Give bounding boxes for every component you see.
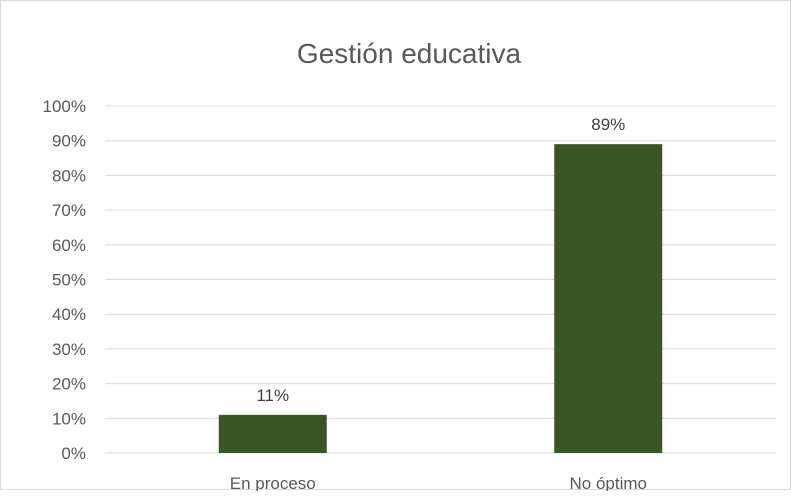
y-tick-label: 50% [52,271,86,290]
y-tick-label: 40% [52,305,86,324]
y-tick-label: 30% [52,340,86,359]
y-tick-label: 0% [61,444,86,463]
x-tick-label: No óptimo [570,474,647,491]
y-tick-label: 20% [52,375,86,394]
data-label: 11% [256,386,289,405]
y-tick-label: 100% [43,97,86,116]
bar [554,144,663,454]
data-labels: 11% 89% [256,115,625,405]
y-tick-label: 10% [52,409,86,428]
x-tick-label: En proceso [230,474,316,491]
chart-title: Gestión educativa [297,38,522,69]
y-tick-label: 80% [52,166,86,185]
data-label: 89% [591,115,625,134]
bars [218,144,663,454]
y-tick-label: 90% [52,132,86,151]
y-tick-label: 60% [52,236,86,255]
y-tick-label: 70% [52,201,86,220]
y-axis-tick-labels: 0% 10% 20% 30% 40% 50% 60% 70% 80% 90% 100% [43,97,86,463]
bar [218,414,327,453]
x-axis-category-labels: En proceso No óptimo [230,474,647,493]
gridlines [105,105,776,454]
